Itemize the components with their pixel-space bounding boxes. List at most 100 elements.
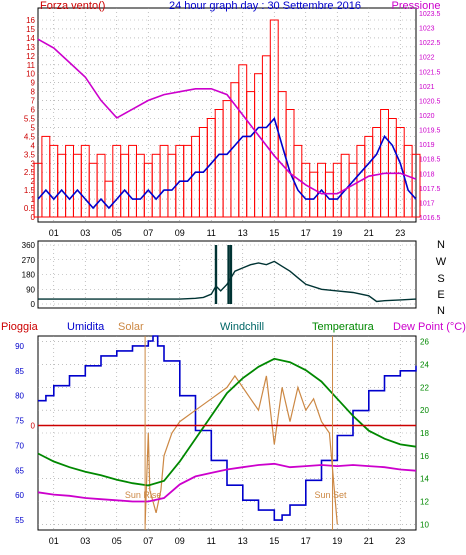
hour-tick-label-bottom: 15 [269, 536, 279, 546]
pressure-tick-label: 1020 [419, 113, 435, 120]
direction-panel-frame [37, 240, 417, 309]
wind-tick-label: 11 [27, 61, 36, 70]
temperature-tick-label: 26 [420, 338, 429, 347]
pressure-tick-label: 1017 [419, 200, 435, 207]
direction-tick-label: 180 [22, 271, 36, 280]
hour-tick-label-top: 03 [80, 228, 90, 238]
hour-tick-label-bottom: 13 [238, 536, 248, 546]
hour-tick-label-bottom: 17 [301, 536, 311, 546]
wind-tick-label: 3.5 [24, 150, 36, 159]
pressure-tick-label: 1023 [419, 26, 435, 33]
wind-tick-label: 0.5 [24, 204, 36, 213]
hour-tick-label-bottom: 23 [395, 536, 405, 546]
wind-tick-label: 1.5 [24, 186, 36, 195]
wind-tick-label: 1 [31, 195, 36, 204]
temperature-tick-label: 12 [420, 497, 429, 506]
hour-tick-label-top: 19 [332, 228, 342, 238]
dir-label-n-bottom: N [437, 305, 445, 317]
pressure-tick-label: 1022.5 [419, 40, 441, 47]
wind-tick-label: 9 [31, 79, 36, 88]
direction-line [38, 260, 417, 303]
humidity-tick-label: 90 [15, 342, 24, 351]
hour-tick-label-bottom: 11 [207, 536, 216, 546]
dir-label-e: E [437, 289, 444, 301]
wind-tick-label: 4.5 [24, 132, 36, 141]
wind-tick-label: 10 [26, 70, 35, 79]
wind-tick-label: 2 [31, 177, 36, 186]
temperature-tick-label: 16 [420, 452, 429, 461]
pressure-tick-label: 1021 [419, 84, 435, 91]
hour-tick-label-top: 05 [112, 228, 122, 238]
rain-zero-label: 0 [31, 422, 36, 431]
chart-marks: 00.511.522.533.544.555.56789101112131415… [15, 8, 441, 546]
humidity-tick-label: 55 [15, 516, 24, 525]
humidity-line [38, 335, 417, 521]
humidity-tick-label: 85 [15, 367, 24, 376]
dir-label-n-top: N [437, 239, 445, 251]
wind-tick-label: 16 [26, 16, 35, 25]
pressure-tick-label: 1022 [419, 55, 435, 62]
wind-gust-bar [411, 153, 421, 218]
hour-tick-label-top: 11 [207, 228, 216, 238]
wind-panel-frame [37, 7, 417, 223]
wind-tick-label: 12 [26, 52, 35, 61]
humidity-tick-label: 75 [15, 417, 24, 426]
humidity-tick-label: 60 [15, 491, 24, 500]
humidity-tick-label: 65 [15, 466, 24, 475]
hour-tick-label-top: 09 [175, 228, 185, 238]
pressure-tick-label: 1018 [419, 171, 435, 178]
pressure-tick-label: 1021.5 [419, 69, 441, 76]
temperature-tick-label: 24 [420, 361, 429, 370]
direction-tick-label: 360 [22, 241, 36, 250]
humidity-label: Umidita [67, 321, 105, 333]
hour-tick-label-bottom: 19 [332, 536, 342, 546]
hour-tick-label-top: 21 [364, 228, 374, 238]
hour-tick-label-bottom: 05 [112, 536, 122, 546]
sun-marker-label: Sun Set [315, 490, 348, 500]
wind-tick-label: 2.5 [24, 168, 36, 177]
wind-tick-label: 8 [31, 88, 36, 97]
windchill-label: Windchill [220, 321, 264, 333]
wind-tick-label: 6 [31, 106, 36, 115]
rain-label: Pioggia [1, 321, 39, 333]
direction-tick-label: 90 [26, 285, 35, 294]
hour-tick-label-bottom: 21 [364, 536, 374, 546]
hour-tick-label-top: 17 [301, 228, 311, 238]
wind-axis-label: Forza vento() [40, 0, 105, 12]
dir-label-w: W [436, 256, 447, 268]
pressure-tick-label: 1016.5 [419, 215, 441, 222]
pressure-tick-label: 1020.5 [419, 98, 441, 105]
wind-tick-label: 13 [26, 43, 35, 52]
direction-tick-label: 270 [22, 256, 36, 265]
wind-tick-label: 0 [31, 213, 36, 222]
wind-average-line [37, 116, 417, 210]
hour-tick-label-top: 15 [269, 228, 279, 238]
pressure-tick-label: 1023.5 [419, 11, 441, 18]
hour-tick-label-top: 23 [395, 228, 405, 238]
temperature-tick-label: 14 [420, 475, 429, 484]
wind-tick-label: 5.5 [24, 115, 36, 124]
wind-tick-label: 5 [31, 123, 36, 132]
hour-tick-label-bottom: 07 [143, 536, 153, 546]
humidity-tick-label: 70 [15, 441, 24, 450]
wind-tick-label: 3 [31, 159, 36, 168]
temperature-label: Temperatura [312, 321, 375, 333]
sun-marker-label: Sun Rise [125, 490, 162, 500]
solar-label: Solar [118, 321, 144, 333]
hour-tick-label-top: 01 [49, 228, 59, 238]
wind-tick-label: 7 [31, 97, 36, 106]
temperature-tick-label: 10 [420, 520, 429, 529]
hour-tick-label-bottom: 01 [49, 536, 59, 546]
graph-title: 24 hour graph day : 30 Settembre 2016 [169, 0, 361, 12]
pressure-tick-label: 1019.5 [419, 128, 441, 135]
hour-tick-label-bottom: 09 [175, 536, 185, 546]
pressure-line [37, 38, 417, 195]
dir-label-s: S [437, 273, 444, 285]
dewpoint-line [37, 462, 417, 503]
wind-tick-label: 4 [31, 141, 36, 150]
wind-tick-label: 15 [26, 25, 35, 34]
temperature-tick-label: 22 [420, 383, 429, 392]
pressure-tick-label: 1019 [419, 142, 435, 149]
